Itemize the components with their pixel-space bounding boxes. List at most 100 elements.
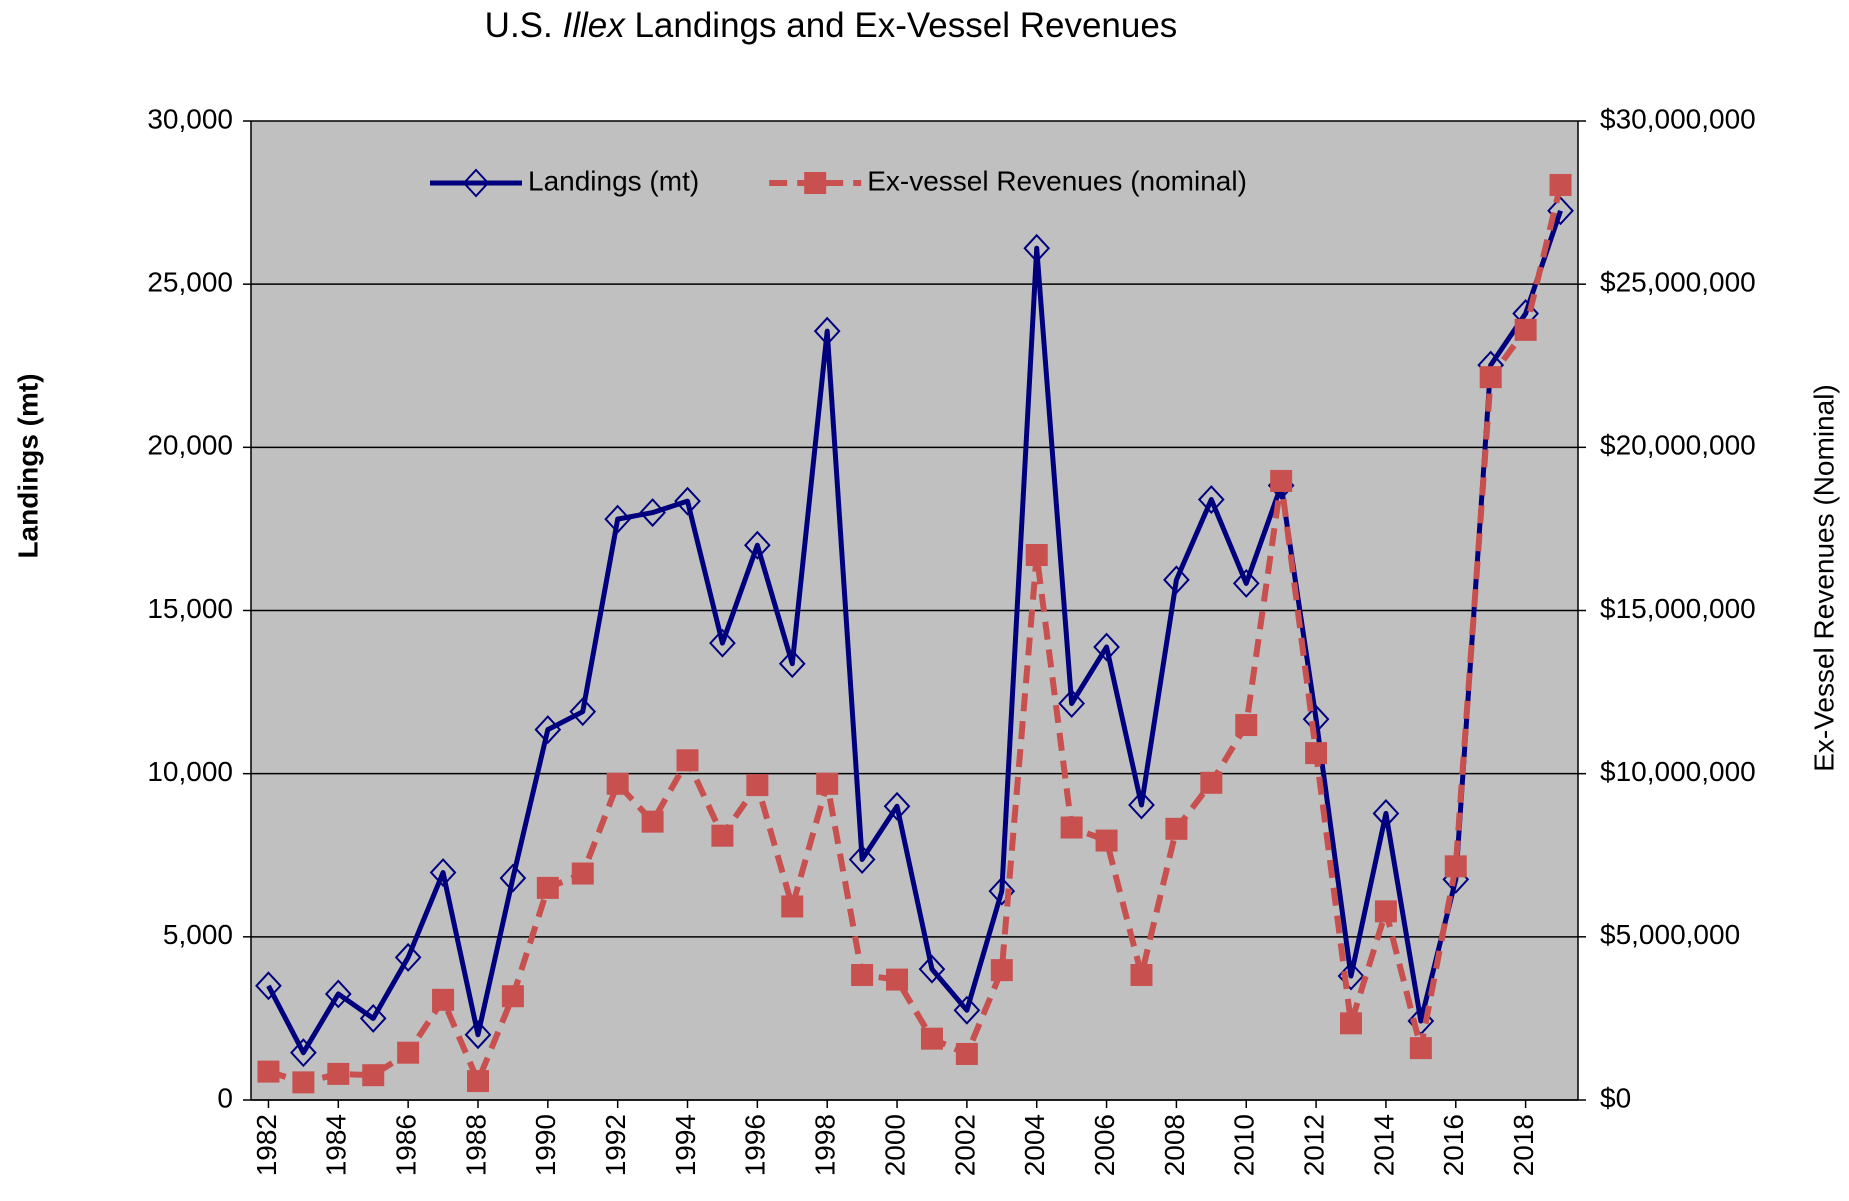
x-tick-label: 1990 [530,1114,561,1176]
point [1232,568,1260,598]
x-tick-label: 2010 [1229,1114,1260,1176]
point [990,959,1013,982]
legend-marker [804,172,827,194]
x-tick-label: 2004 [1019,1114,1050,1176]
point [639,498,666,528]
point [466,1070,489,1093]
legend: Landings (mt) Ex-vessel Revenues (nominal… [430,165,1247,198]
point [1340,1012,1363,1035]
x-tick-label: 2008 [1159,1114,1190,1176]
point [359,1003,387,1033]
point [432,988,455,1011]
y-axis-label: Landings (mt) [12,373,43,558]
point [397,1041,420,1064]
point [362,1064,385,1087]
point [953,995,981,1025]
y2-tick-label: $25,000,000 [1600,267,1756,298]
point [1305,742,1328,765]
x-tick-label: 1992 [600,1114,631,1176]
legend-marker [462,168,490,198]
point [606,772,629,795]
point [883,791,911,821]
y2-tick-label: $10,000,000 [1600,756,1756,787]
point [327,1062,350,1085]
point [499,863,527,893]
point [641,810,664,833]
x-tick-label: 1996 [740,1114,771,1176]
x-tick-label: 2016 [1438,1114,1469,1176]
chart-title: U.S. Illex Landings and Ex-Vessel Revenu… [485,6,1178,45]
y2-axis-label: Ex-Vessel Revenues (Nominal) [1808,384,1839,772]
y-tick-label: 25,000 [147,267,233,298]
y-tick-label: 10,000 [147,756,233,787]
point [1023,233,1051,263]
point [571,862,594,885]
point [394,942,422,972]
point [464,1020,492,1050]
y-tick-label: 0 [217,1082,233,1113]
point [1372,799,1400,828]
point [1547,196,1574,226]
point [778,649,806,679]
x-tick-label: 2012 [1298,1114,1329,1176]
point [988,876,1016,906]
point [257,1060,280,1083]
point [709,628,736,658]
point [429,858,457,888]
x-tick-label: 1988 [460,1114,491,1176]
point [290,1038,317,1068]
series-line [267,184,1564,1086]
point [674,486,701,516]
point [848,845,876,874]
point [1235,714,1258,737]
point [604,504,632,534]
y-tick-label: 15,000 [147,593,233,624]
point [324,979,352,1009]
point [1163,565,1190,595]
y2-tick-label: $20,000,000 [1600,430,1756,461]
point [1130,964,1153,987]
point [1270,469,1293,492]
point [1197,485,1225,515]
point [292,1071,315,1094]
point [536,876,559,899]
point [955,1042,978,1065]
title-part: U.S. [485,6,563,45]
point [816,772,839,795]
point [1479,366,1502,389]
point [1095,829,1118,852]
point [920,1027,943,1050]
point [676,749,699,772]
x-tick-label: 2014 [1368,1114,1399,1176]
point [534,715,562,745]
point [1549,173,1572,196]
point [1409,1037,1432,1060]
point [886,968,909,991]
x-tick-label: 2018 [1508,1114,1539,1176]
point [813,316,841,346]
point [1093,632,1120,662]
y2-tick-label: $15,000,000 [1600,593,1756,624]
x-tick-label: 2006 [1089,1114,1120,1176]
point [1060,816,1083,839]
point [1128,790,1155,820]
point [255,971,282,1001]
point [743,530,771,560]
point [1374,900,1397,923]
y2-tick-label: $0 [1600,1082,1631,1113]
y-tick-label: 20,000 [147,430,233,461]
x-tick-label: 2002 [949,1114,980,1176]
y2-tick-label: $5,000,000 [1600,919,1740,950]
point [569,697,597,727]
x-tick-label: 1998 [810,1114,841,1176]
point [1200,771,1223,794]
x-tick-label: 2000 [879,1114,910,1176]
x-tick-label: 1994 [670,1114,701,1176]
x-tick-label: 1982 [251,1114,282,1176]
point [1514,318,1537,341]
title-part: Illex [562,6,626,45]
x-tick-label: 1986 [391,1114,422,1176]
legend-label: Ex-vessel Revenues (nominal) [867,165,1247,196]
point [1058,689,1086,718]
